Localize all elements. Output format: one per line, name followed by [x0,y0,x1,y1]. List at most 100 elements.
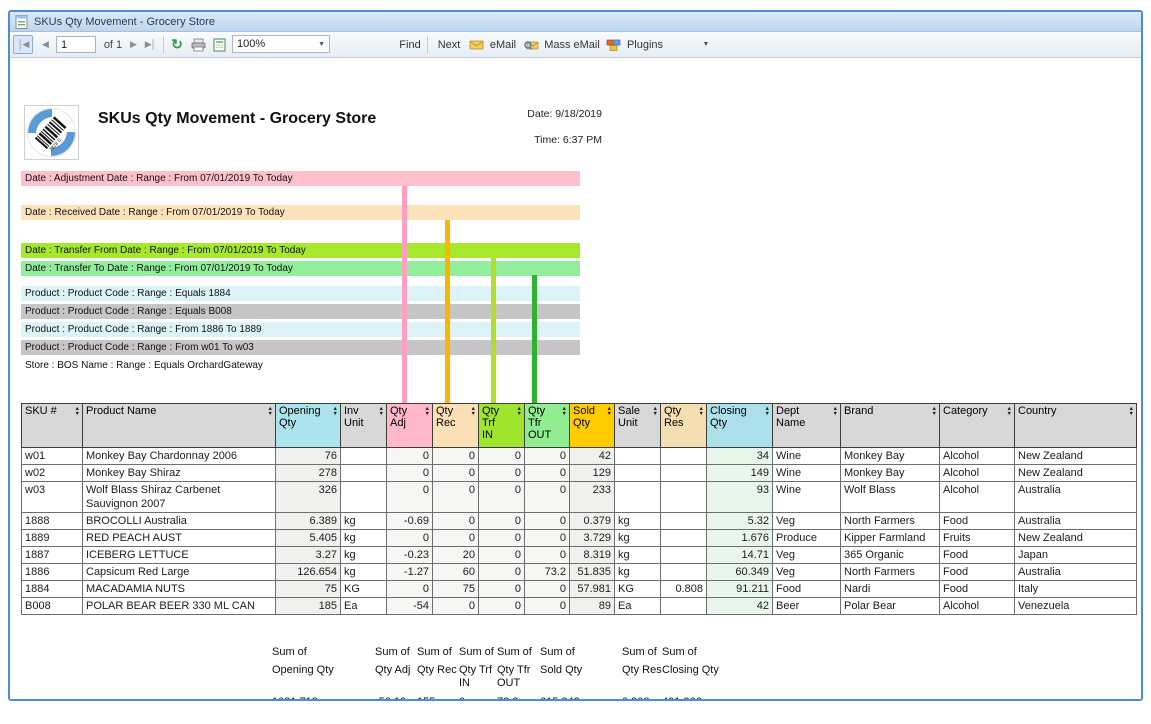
value-cell: Produce [772,529,841,547]
value-cell: 34 [706,447,773,465]
find-button[interactable]: Find [399,38,421,51]
value-cell: New Zealand [1014,464,1137,482]
value-cell: Polar Bear [840,597,940,615]
column-header-label: Opening [279,405,321,417]
email-button[interactable]: eMail [489,38,517,51]
value-cell: 278 [275,464,341,482]
value-cell: 0 [524,580,570,598]
value-cell: KG [614,580,661,598]
sku-cell[interactable]: 1887 [21,546,83,564]
sku-cell[interactable]: B008 [21,597,83,615]
value-cell: -0.69 [386,512,433,530]
mass-email-icon[interactable] [522,35,540,54]
sort-icon[interactable]: ▲ ▼ [470,406,476,417]
table-row: w01 Monkey Bay Chardonnay 2006 76 0 0 0 0 42 34 W… [21,447,1137,465]
value-cell: kg [340,546,387,564]
sort-icon[interactable]: ▲ ▼ [516,406,522,417]
summary-prefix: Sum of [272,646,307,658]
sku-cell[interactable]: 1886 [21,563,83,581]
sku-cell[interactable]: 1884 [21,580,83,598]
product-name-cell[interactable]: Monkey Bay Chardonnay 2006 [82,447,276,465]
value-cell: Monkey Bay [840,447,940,465]
last-page-button[interactable]: ▶│ [144,39,157,49]
value-cell [614,447,661,465]
summary-value: 73.2 [497,696,518,699]
next-page-button[interactable]: ▶ [130,39,137,49]
find-next-button[interactable]: Next [437,38,461,51]
column-header-label: Adj [390,417,406,429]
product-name-cell[interactable]: RED PEACH AUST [82,529,276,547]
sort-icon[interactable]: ▲ ▼ [606,406,612,417]
value-cell: 0 [478,546,525,564]
sku-cell[interactable]: 1889 [21,529,83,547]
value-cell: 0 [524,464,570,482]
zoom-select[interactable]: 100% ▼ [232,35,330,53]
value-cell: Australia [1014,563,1137,581]
sort-icon[interactable]: ▲ ▼ [931,406,937,417]
table-row: 1886 Capsicum Red Large 126.654 kg -1.27 60 0 7… [21,563,1137,581]
column-header-label: SKU # [25,405,57,417]
product-name-cell[interactable]: POLAR BEAR BEER 330 ML CAN [82,597,276,615]
sku-cell[interactable]: w02 [21,464,83,482]
value-cell [340,464,387,482]
refresh-button[interactable]: ↻ [171,36,183,52]
page-number-input[interactable]: 1 [56,36,96,53]
filter-band: Product : Product Code : Range : From 18… [21,322,580,337]
plugins-button[interactable]: Plugins [626,38,664,51]
value-cell: 51.835 [569,563,615,581]
sort-icon[interactable]: ▲ ▼ [267,406,273,417]
summary-field-name: Closing Qty [662,664,719,676]
first-page-button[interactable]: │◀ [13,35,33,54]
sku-cell[interactable]: w03 [21,481,83,513]
summary-prefix: Sum of [622,646,657,658]
sort-icon[interactable]: ▲ ▼ [832,406,838,417]
value-cell: Veg [772,563,841,581]
mass-email-button[interactable]: Mass eMail [544,38,600,51]
value-cell: 0 [478,481,525,513]
sort-icon[interactable]: ▲ ▼ [74,406,80,417]
column-header-label: Country [1018,405,1057,417]
sort-icon[interactable]: ▲ ▼ [1006,406,1012,417]
value-cell: Wine [772,447,841,465]
value-cell: kg [340,563,387,581]
print-button[interactable] [189,35,207,54]
value-cell: kg [614,529,661,547]
value-cell: -1.27 [386,563,433,581]
value-cell: 0 [386,447,433,465]
sort-icon[interactable]: ▲ ▼ [561,406,567,417]
value-cell: 0 [524,447,570,465]
plugins-icon[interactable] [604,35,622,54]
value-cell [614,464,661,482]
sort-icon[interactable]: ▲ ▼ [652,406,658,417]
sku-cell[interactable]: 1888 [21,512,83,530]
sku-cell[interactable]: w01 [21,447,83,465]
value-cell: 0 [432,597,479,615]
value-cell: 20 [432,546,479,564]
column-header: Sold Qty ▲ ▼ [569,403,615,448]
product-name-cell[interactable]: Capsicum Red Large [82,563,276,581]
table-row: 1884 MACADAMIA NUTS 75 KG 0 75 0 0 57.981 KG 0.808… [21,580,1137,598]
print-layout-button[interactable] [210,35,228,54]
value-cell: Italy [1014,580,1137,598]
product-name-cell[interactable]: Monkey Bay Shiraz [82,464,276,482]
export-select[interactable]: ▼ [698,35,714,54]
sort-icon[interactable]: ▲ ▼ [764,406,770,417]
value-cell: 0 [524,529,570,547]
previous-page-button[interactable]: ◀ [42,39,49,49]
column-header: Qty Rec ▲ ▼ [432,403,479,448]
filter-band: Date : Received Date : Range : From 07/0… [21,205,580,220]
product-name-cell[interactable]: BROCOLLI Australia [82,512,276,530]
value-cell: 185 [275,597,341,615]
filter-band: Date : Transfer To Date : Range : From 0… [21,261,580,276]
product-name-cell[interactable]: ICEBERG LETTUCE [82,546,276,564]
product-name-cell[interactable]: MACADAMIA NUTS [82,580,276,598]
sort-icon[interactable]: ▲ ▼ [698,406,704,417]
toolbar-separator [163,36,164,53]
sort-icon[interactable]: ▲ ▼ [1128,406,1134,417]
sort-icon[interactable]: ▲ ▼ [378,406,384,417]
email-icon[interactable] [468,35,484,54]
product-name-cell[interactable]: Wolf Blass Shiraz Carbenet Sauvignon 200… [82,481,276,513]
sort-icon[interactable]: ▲ ▼ [424,406,430,417]
sort-icon[interactable]: ▲ ▼ [332,406,338,417]
toolbar-separator [427,36,428,53]
